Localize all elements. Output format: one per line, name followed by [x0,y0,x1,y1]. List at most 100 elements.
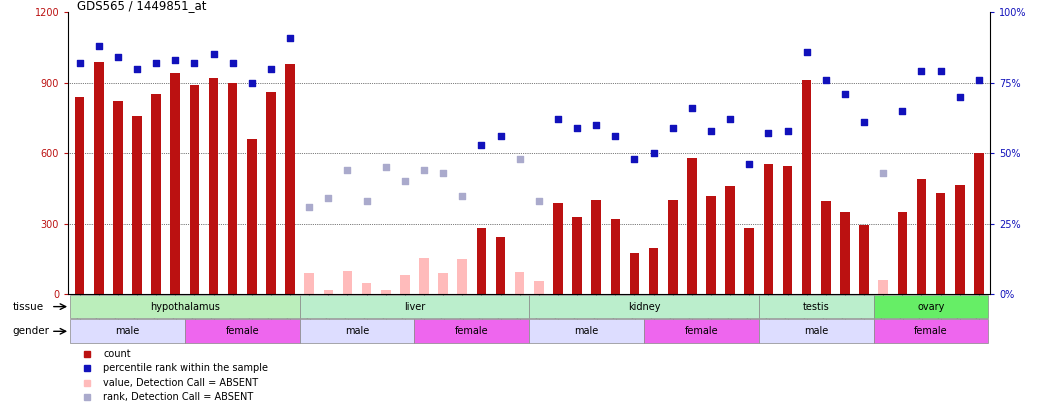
Point [722,116,739,123]
Point [167,57,183,63]
Point [301,204,318,210]
Text: male: male [345,326,369,336]
Bar [70,295,300,318]
Point [760,130,777,137]
Bar [458,259,467,294]
Bar [630,253,639,294]
Bar [645,320,759,343]
Bar [553,202,563,294]
Point [779,128,795,134]
Point [454,192,471,199]
Point [626,156,642,162]
Bar [151,94,161,294]
Text: percentile rank within the sample: percentile rank within the sample [103,363,268,373]
Point [416,167,433,173]
Bar [878,280,888,294]
Bar [300,295,529,318]
Text: count: count [103,349,131,359]
Bar [515,272,524,294]
Bar [802,80,811,294]
Text: female: female [455,326,488,336]
Bar [477,228,486,294]
Bar [725,186,735,294]
Point [894,108,911,114]
Bar [687,158,697,294]
Bar [534,281,544,294]
Text: female: female [225,326,259,336]
Point [340,167,356,173]
Text: male: male [115,326,139,336]
Point [933,68,949,75]
Bar [227,83,238,294]
Point [109,54,126,60]
Point [646,150,662,156]
Bar [381,290,391,294]
Bar [897,212,908,294]
Point [549,116,566,123]
Bar [400,275,410,294]
Text: male: male [574,326,598,336]
Point [836,91,853,97]
Bar [649,248,658,294]
Point [588,122,605,128]
Point [435,170,452,176]
Text: ovary: ovary [917,302,944,311]
Point [607,133,624,140]
Point [129,65,146,72]
Point [799,49,815,55]
Point [530,198,547,205]
Point [875,170,892,176]
Point [185,60,202,66]
Bar [759,320,874,343]
Bar [874,295,988,318]
Bar [783,166,792,294]
Point [970,77,987,83]
Point [71,60,88,66]
Bar [70,320,184,343]
Point [243,79,260,86]
Bar [285,64,294,294]
Text: kidney: kidney [628,302,660,311]
Point [664,125,681,131]
Bar [572,217,582,294]
Point [702,128,719,134]
Text: female: female [684,326,718,336]
Point [913,68,930,75]
Bar [300,320,414,343]
Point [473,141,489,148]
Bar [113,102,123,294]
Bar [744,228,755,294]
Bar [955,185,964,294]
Text: tissue: tissue [13,302,44,311]
Bar [496,237,505,294]
Text: female: female [914,326,947,336]
Point [569,125,586,131]
Bar [362,283,371,294]
Text: hypothalamus: hypothalamus [150,302,220,311]
Bar [209,78,218,294]
Point [856,119,873,126]
Point [817,77,834,83]
Bar [247,139,257,294]
Bar [74,97,85,294]
Bar [840,212,850,294]
Bar [414,320,529,343]
Point [224,60,241,66]
Point [741,161,758,168]
Point [90,43,107,49]
Bar [936,193,945,294]
Bar [304,273,314,294]
Point [282,34,299,41]
Point [263,65,280,72]
Text: testis: testis [803,302,830,311]
Bar [94,62,104,294]
Point [952,94,968,100]
Point [148,60,165,66]
Text: gender: gender [13,326,49,336]
Point [396,178,413,185]
Point [493,133,509,140]
Point [358,198,375,205]
Bar [171,73,180,294]
Text: rank, Detection Call = ABSENT: rank, Detection Call = ABSENT [103,392,254,402]
Bar [184,320,300,343]
